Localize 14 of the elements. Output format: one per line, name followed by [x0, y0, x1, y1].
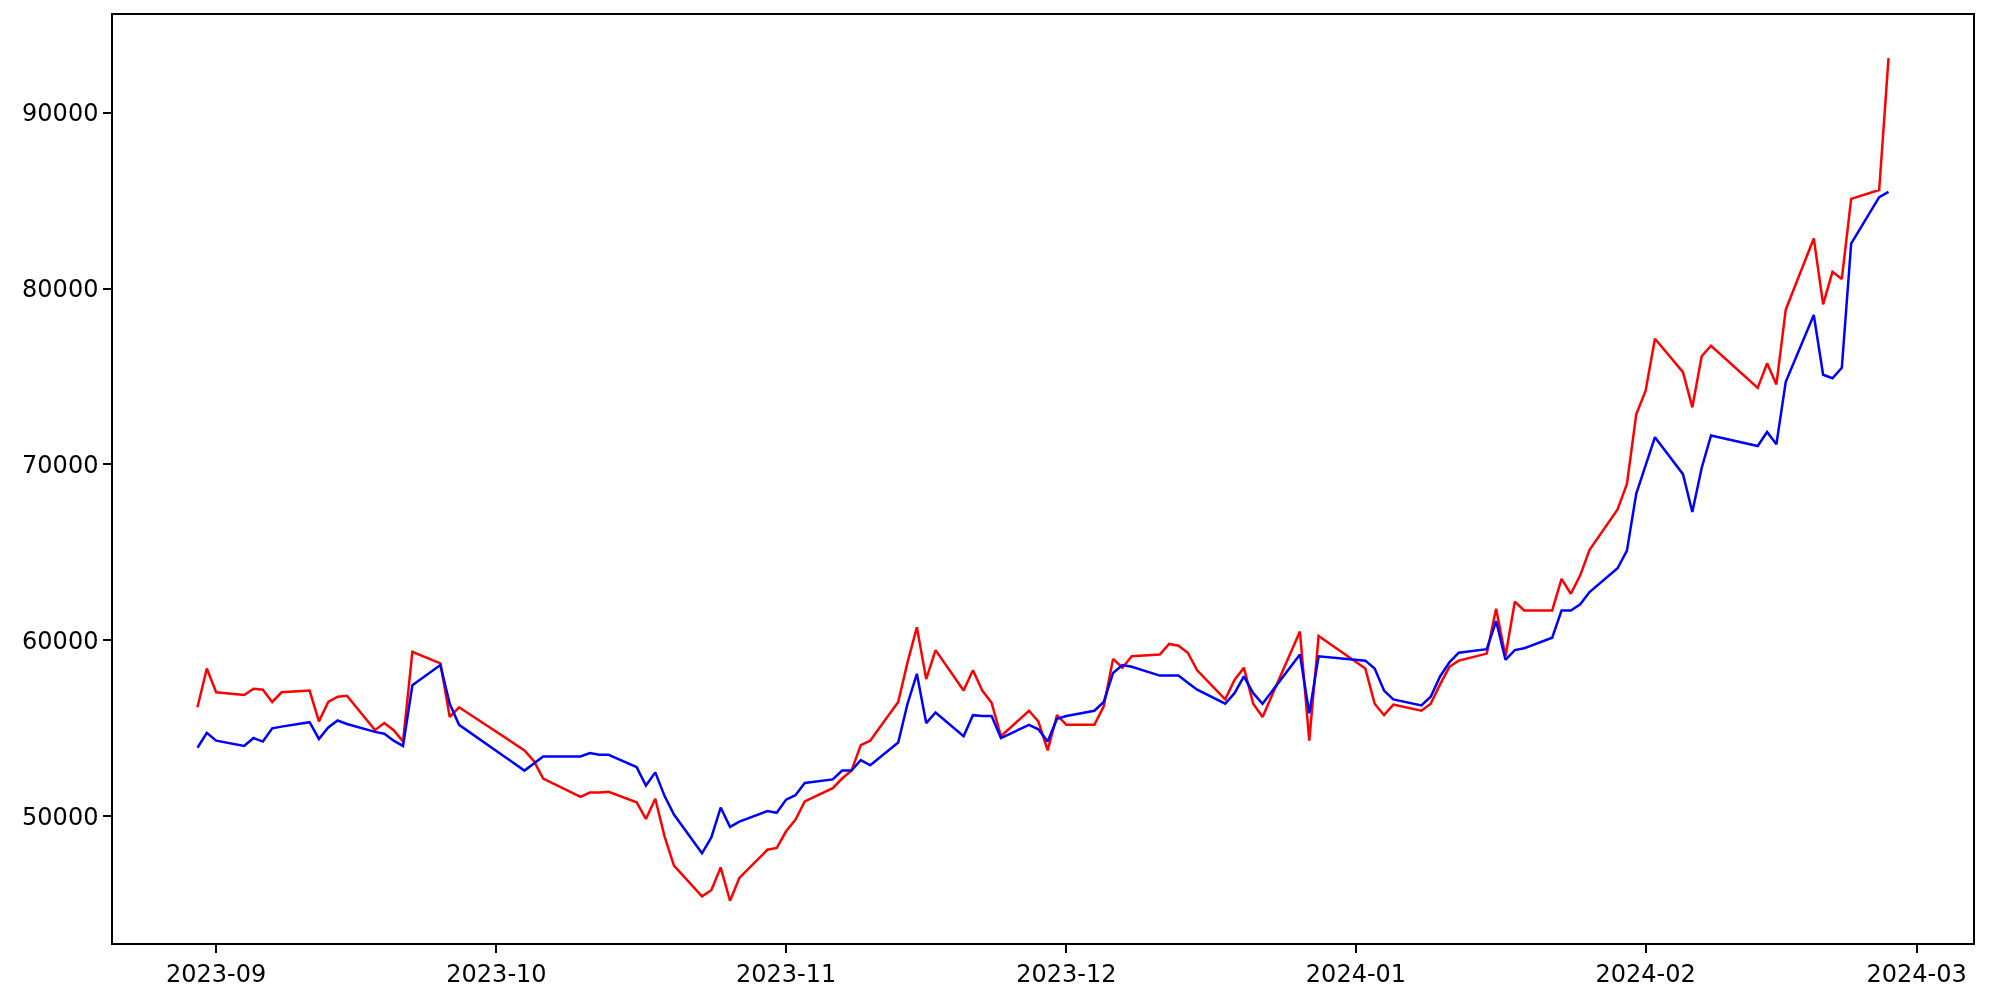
x-tick-label: 2024-02 — [1595, 959, 1696, 988]
y-tick-label: 90000 — [22, 99, 99, 128]
x-tick-label: 2023-11 — [735, 959, 837, 988]
x-tick-label: 2023-10 — [446, 959, 547, 988]
y-tick-label: 70000 — [22, 450, 99, 479]
y-tick-label: 80000 — [22, 274, 99, 303]
x-tick-label: 2024-01 — [1305, 959, 1407, 988]
line-series — [196, 56, 1890, 903]
line-series — [196, 190, 1890, 855]
x-tick-label: 2024-03 — [1866, 959, 1967, 988]
x-tick-label: 2023-09 — [166, 959, 267, 988]
x-tick-label: 2023-12 — [1016, 959, 1117, 988]
y-tick-label: 60000 — [22, 626, 99, 655]
y-tick-label: 50000 — [22, 802, 99, 831]
